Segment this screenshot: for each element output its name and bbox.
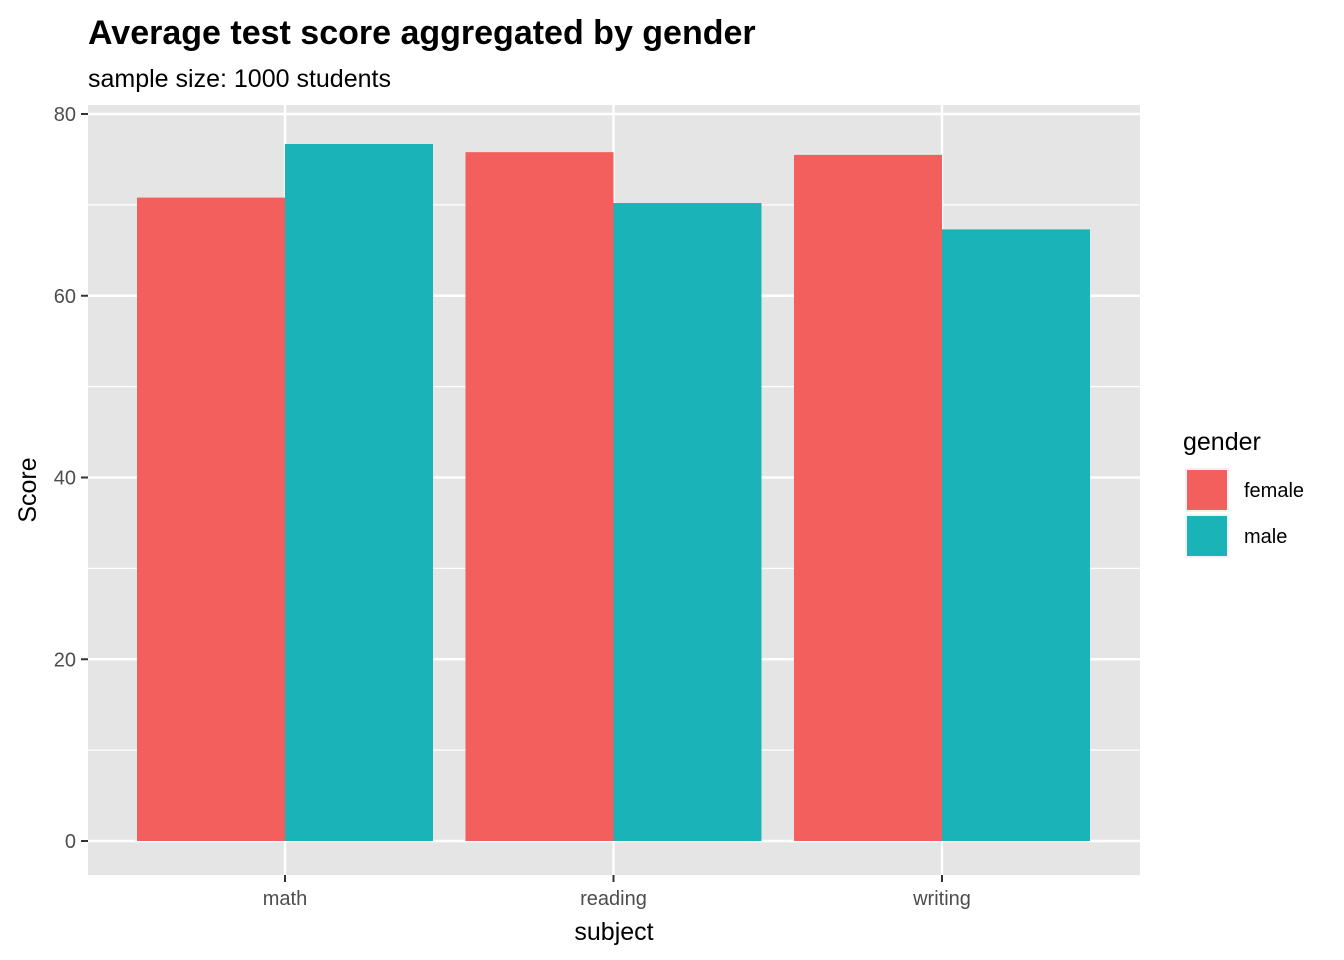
legend-swatch-male <box>1187 516 1227 556</box>
y-tick-label: 80 <box>54 104 76 126</box>
legend-title: gender <box>1183 428 1261 456</box>
y-tick-label: 20 <box>54 649 76 671</box>
x-tick-label: math <box>263 888 307 910</box>
bar-female-writing <box>794 154 942 842</box>
bar-male-math <box>285 143 433 841</box>
legend-swatch-female <box>1187 470 1227 510</box>
legend-items: female male <box>1185 468 1304 558</box>
x-axis: math reading writing <box>263 875 971 910</box>
y-axis: 0 20 40 60 80 <box>54 104 88 853</box>
bar-female-reading <box>465 152 614 842</box>
legend-label-male: male <box>1244 526 1287 548</box>
bar-male-reading <box>613 203 762 841</box>
bars <box>137 143 1090 842</box>
x-tick-label: writing <box>912 888 971 910</box>
y-tick-label: 60 <box>54 286 76 308</box>
bar-female-math <box>137 197 285 842</box>
bar-male-writing <box>942 229 1090 841</box>
y-tick-label: 40 <box>54 468 76 490</box>
x-axis-title: subject <box>574 918 653 946</box>
legend-label-female: female <box>1244 480 1304 502</box>
chart-title: Average test score aggregated by gender <box>88 14 756 52</box>
y-tick-label: 0 <box>65 831 76 853</box>
chart-subtitle: sample size: 1000 students <box>88 65 391 93</box>
x-tick-label: reading <box>580 888 647 910</box>
y-axis-title: Score <box>14 457 42 522</box>
legend: gender female male <box>1183 428 1304 558</box>
